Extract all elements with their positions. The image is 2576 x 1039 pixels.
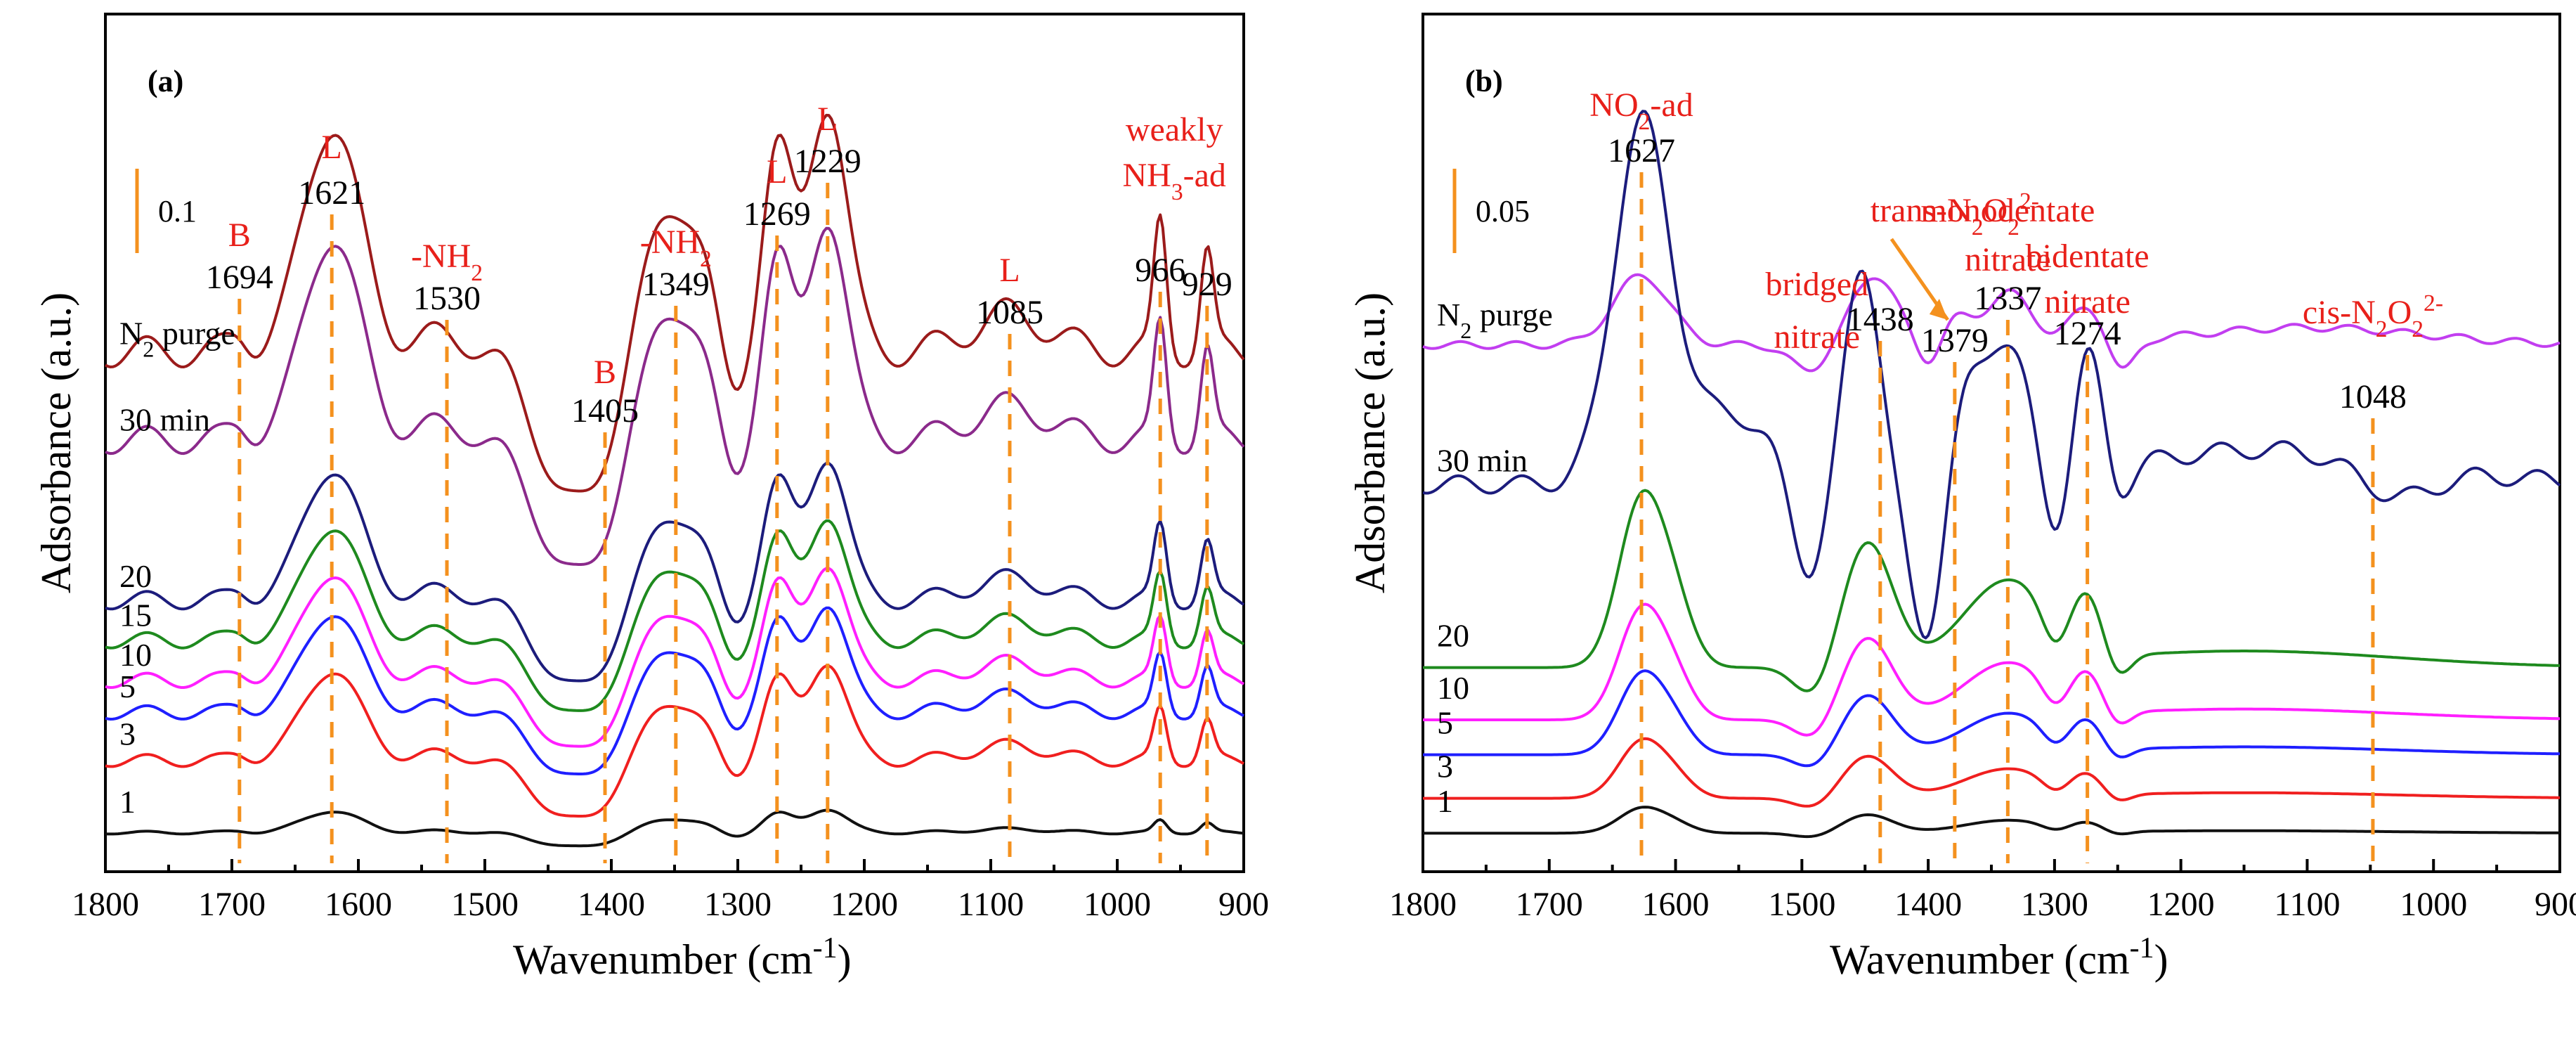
peak-label: 1048 [2339, 378, 2407, 415]
scale-bar-label: 0.05 [1476, 194, 1530, 228]
peak-label: 966 [1135, 252, 1185, 289]
band-assignment: B [594, 354, 616, 391]
x-tick-label: 900 [1218, 886, 1269, 923]
series-label: 1 [1437, 783, 1453, 819]
band-assignment: NH3-ad [1122, 157, 1225, 205]
series-label: 5 [119, 669, 136, 704]
band-assignment: L [767, 153, 787, 191]
spectrum-line [1423, 669, 2560, 768]
series-label: 30 min [119, 402, 210, 438]
x-tick-label: 1100 [958, 886, 1024, 923]
x-tick-label: 1600 [325, 886, 392, 923]
peak-label: 1694 [206, 259, 273, 296]
series-label: 30 min [1437, 443, 1528, 479]
band-assignment: -NH2 [411, 238, 483, 286]
peak-label: 1621 [298, 174, 365, 212]
panel-label: (a) [148, 64, 183, 98]
series-label: 20 [119, 558, 152, 594]
spectrum-line [1422, 273, 2561, 373]
peak-label: 1530 [413, 280, 481, 317]
peak-label: 1337 [1974, 280, 2041, 317]
band-assignment: cis-N2O22- [2303, 290, 2443, 342]
series-label: 5 [1437, 705, 1453, 741]
band-assignment: L [322, 129, 342, 166]
peak-label: 1379 [1921, 322, 1989, 359]
peak-label: 929 [1182, 266, 1232, 303]
band-assignment: bridged [1765, 266, 1868, 303]
x-axis-label: Wavenumber (cm-1) [513, 932, 852, 983]
band-assignment: nitrate [1965, 241, 2051, 278]
spectrum-line [105, 519, 1245, 712]
series-label: 10 [119, 637, 152, 673]
band-assignment: L [817, 101, 838, 138]
peak-label: 1229 [794, 143, 861, 180]
x-tick-label: 1300 [704, 886, 772, 923]
x-tick-label: 1400 [578, 886, 645, 923]
x-tick-label: 1300 [2021, 886, 2088, 923]
x-tick-label: 1200 [831, 886, 898, 923]
panel-b: 1800 1700 1600 1500 1400 1300 1200 1100 1000 900 W… [1347, 13, 2576, 983]
arrow-head [1929, 299, 1948, 320]
x-tick-label: 1200 [2147, 886, 2215, 923]
series-label: 3 [119, 716, 136, 751]
band-assignment: B [228, 217, 251, 254]
peak-label: 1269 [743, 195, 811, 233]
scale-bar-label: 0.1 [158, 194, 197, 228]
y-axis-label: Adsorbance (a.u.) [33, 292, 79, 593]
y-axis-label: Adsorbance (a.u.) [1347, 292, 1393, 593]
peak-label: 1085 [976, 294, 1043, 331]
panel-a: 1800 1700 1600 1500 1400 1300 1200 1100 1000 900 W… [33, 13, 1269, 983]
band-assignment: weakly [1126, 111, 1223, 148]
spectrum-line [105, 113, 1245, 493]
band-assignment: -NH2 [640, 224, 712, 272]
peak-label: 1627 [1608, 132, 1675, 169]
spectrum-line [1423, 602, 2560, 737]
x-tick-label: 1500 [1768, 886, 1835, 923]
x-axis-label: Wavenumber (cm-1) [1830, 932, 2168, 983]
series-label: 1 [119, 784, 136, 820]
x-tick-label: 1800 [1389, 886, 1457, 923]
peak-label: 1438 [1847, 301, 1914, 338]
band-assignment: nitrate [2044, 283, 2131, 321]
series-label: 3 [1437, 749, 1453, 785]
series-label: 10 [1437, 670, 1469, 706]
peak-label: 1405 [571, 392, 639, 430]
peak-label: 1274 [2054, 315, 2121, 352]
x-tick-label: 1500 [451, 886, 519, 923]
x-tick-label: 1000 [2400, 886, 2467, 923]
spectrum-line [1423, 806, 2560, 839]
peak-label: 1349 [642, 266, 710, 303]
x-tick-label: 1800 [72, 886, 139, 923]
band-assignment: NO2-ad [1589, 86, 1693, 135]
series-label: 20 [1437, 618, 1469, 654]
x-tick-label: 1700 [198, 886, 266, 923]
x-tick-label: 1700 [1516, 886, 1583, 923]
plot-frame [1422, 13, 2561, 873]
band-assignment: monodentate [1920, 192, 2095, 229]
series-label: N2 purge [119, 315, 235, 361]
x-tick-label: 1600 [1642, 886, 1710, 923]
x-tick-label: 1000 [1084, 886, 1151, 923]
x-tick-label: 1400 [1894, 886, 1962, 923]
panel-label: (b) [1465, 64, 1503, 98]
x-tick-label: 1100 [2274, 886, 2340, 923]
spectrum-line [1422, 110, 2561, 640]
band-assignment: trans-N2O22- [1871, 188, 2039, 240]
spectrum-line [1423, 737, 2560, 808]
spectrum-line [1423, 489, 2561, 692]
x-tick-label: 900 [2535, 886, 2576, 923]
series-label: 15 [119, 597, 152, 633]
band-assignment: nitrate [1774, 318, 1860, 356]
band-assignment: bidentate [2026, 238, 2149, 275]
spectrum-line [105, 567, 1245, 748]
band-assignment: L [999, 252, 1020, 289]
series-label: N2 purge [1437, 297, 1553, 343]
